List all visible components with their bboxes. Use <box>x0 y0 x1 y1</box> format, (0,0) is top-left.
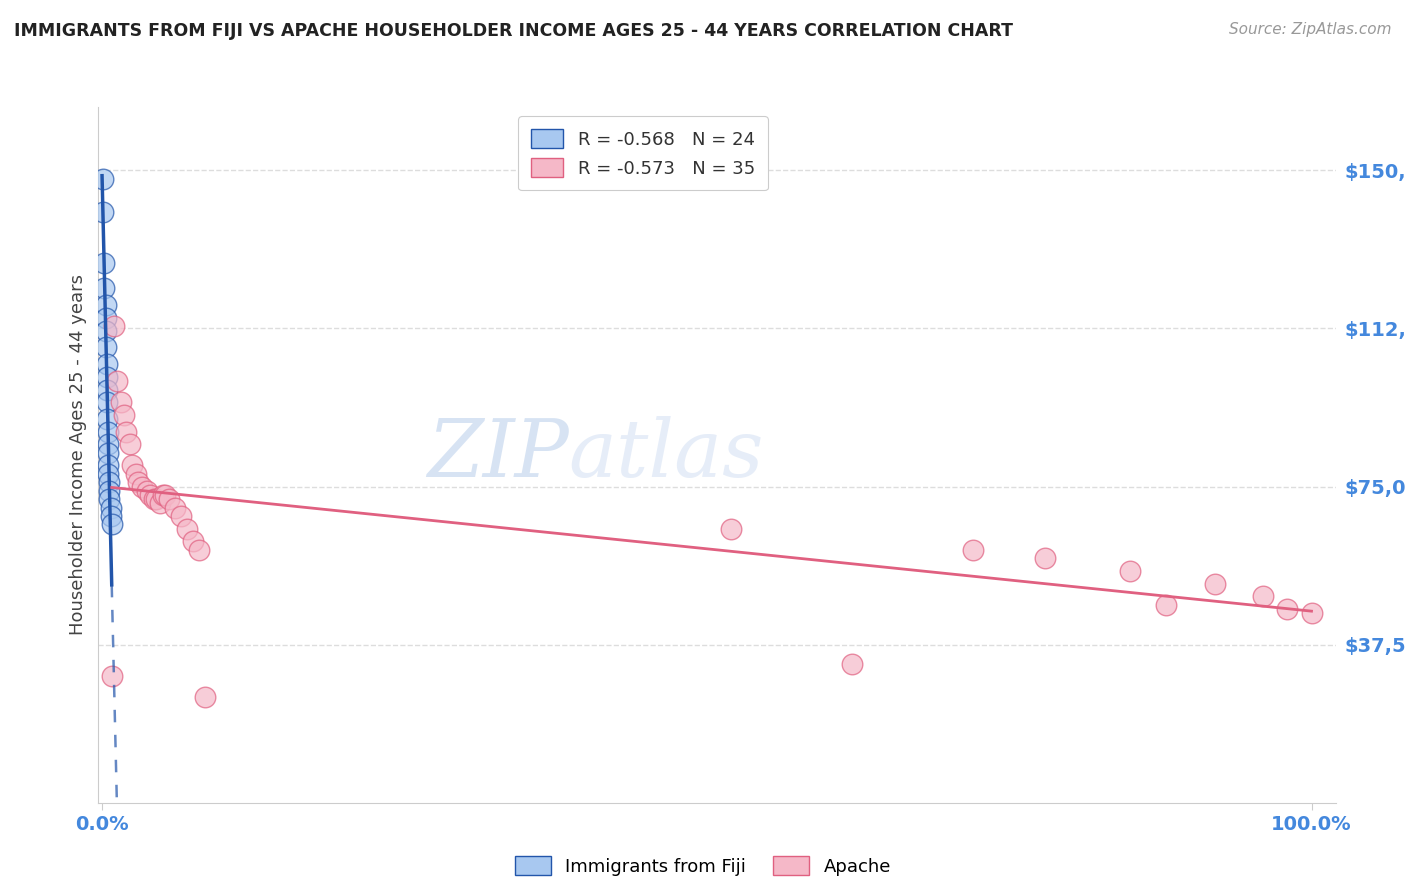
Point <box>115 425 138 439</box>
Point <box>187 542 209 557</box>
Legend: Immigrants from Fiji, Apache: Immigrants from Fiji, Apache <box>508 849 898 883</box>
Text: Source: ZipAtlas.com: Source: ZipAtlas.com <box>1229 22 1392 37</box>
Point <box>100 509 122 524</box>
Point <box>96 395 118 409</box>
Point <box>131 479 153 493</box>
Point <box>176 522 198 536</box>
Point <box>98 492 121 507</box>
Point <box>1251 589 1274 603</box>
Point <box>1119 564 1142 578</box>
Point <box>98 475 121 490</box>
Point <box>94 298 117 312</box>
Point <box>127 475 149 490</box>
Point <box>139 488 162 502</box>
Point <box>91 205 114 219</box>
Point <box>91 171 114 186</box>
Point <box>1035 551 1057 566</box>
Point <box>97 425 120 439</box>
Point <box>100 669 122 683</box>
Point <box>93 281 115 295</box>
Point <box>112 408 135 422</box>
Point <box>121 458 143 473</box>
Point <box>93 256 115 270</box>
Point <box>1204 576 1226 591</box>
Point <box>135 483 157 498</box>
Point <box>962 542 984 557</box>
Point <box>1156 598 1178 612</box>
Point <box>103 319 125 334</box>
Point <box>143 492 166 507</box>
Point <box>125 467 148 481</box>
Point <box>1301 606 1323 620</box>
Point <box>153 488 176 502</box>
Point <box>181 534 204 549</box>
Text: ZIP: ZIP <box>427 417 568 493</box>
Point <box>96 383 118 397</box>
Point <box>841 657 863 671</box>
Point <box>96 370 118 384</box>
Point <box>163 500 186 515</box>
Point <box>720 522 742 536</box>
Point <box>110 395 132 409</box>
Point <box>96 412 118 426</box>
Point <box>97 446 120 460</box>
Point <box>105 374 128 388</box>
Point <box>149 496 172 510</box>
Text: atlas: atlas <box>568 417 763 493</box>
Point <box>97 458 120 473</box>
Point <box>98 483 121 498</box>
Point <box>100 517 122 532</box>
Point <box>94 340 117 354</box>
Y-axis label: Householder Income Ages 25 - 44 years: Householder Income Ages 25 - 44 years <box>69 275 87 635</box>
Point <box>169 509 191 524</box>
Point <box>100 500 122 515</box>
Point <box>145 492 167 507</box>
Point <box>194 690 217 705</box>
Text: IMMIGRANTS FROM FIJI VS APACHE HOUSEHOLDER INCOME AGES 25 - 44 YEARS CORRELATION: IMMIGRANTS FROM FIJI VS APACHE HOUSEHOLD… <box>14 22 1014 40</box>
Legend: R = -0.568   N = 24, R = -0.573   N = 35: R = -0.568 N = 24, R = -0.573 N = 35 <box>517 116 768 190</box>
Point <box>1277 602 1299 616</box>
Point <box>96 357 118 371</box>
Point <box>94 324 117 338</box>
Point <box>118 437 141 451</box>
Point <box>94 310 117 325</box>
Point <box>157 492 180 507</box>
Point <box>152 488 174 502</box>
Point <box>97 467 120 481</box>
Point <box>97 437 120 451</box>
